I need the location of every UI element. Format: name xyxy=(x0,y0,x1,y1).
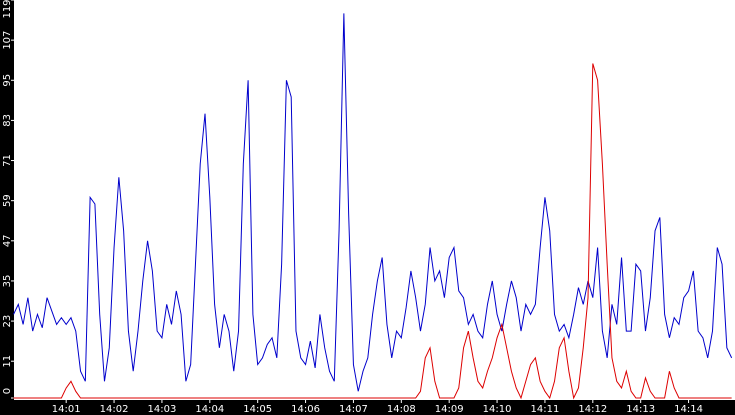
y-tick-label: 71 xyxy=(2,154,13,167)
y-tick-label: 59 xyxy=(2,194,13,207)
x-tick-label: 14:06 xyxy=(291,404,320,415)
x-tick-label: 14:05 xyxy=(243,404,272,415)
x-tick-label: 14:14 xyxy=(674,404,703,415)
x-tick-label: 14:02 xyxy=(100,404,129,415)
x-tick-label: 14:08 xyxy=(387,404,416,415)
y-tick-label: 0 xyxy=(2,388,13,394)
y-tick-label: 23 xyxy=(2,315,13,328)
x-tick-label: 14:12 xyxy=(578,404,607,415)
y-tick-label: 95 xyxy=(2,74,13,87)
y-tick-label: 119 xyxy=(2,0,13,19)
x-tick-label: 14:07 xyxy=(339,404,368,415)
y-tick-label: 83 xyxy=(2,114,13,127)
x-tick-label: 14:01 xyxy=(52,404,81,415)
x-tick-label: 14:03 xyxy=(148,404,177,415)
x-tick-label: 14:10 xyxy=(483,404,512,415)
x-tick-label: 14:04 xyxy=(195,404,224,415)
data-line xyxy=(13,63,732,400)
y-tick-label: 107 xyxy=(2,31,13,50)
x-tick-label: 14:09 xyxy=(435,404,464,415)
y-tick-label: 35 xyxy=(2,275,13,288)
data-line xyxy=(13,13,733,392)
x-tick-label: 14:13 xyxy=(626,404,655,415)
y-tick-label: 11 xyxy=(2,355,13,368)
x-axis-band xyxy=(0,400,735,415)
y-axis-band xyxy=(0,0,14,415)
y-tick-label: 47 xyxy=(2,234,13,247)
x-tick-label: 14:11 xyxy=(531,404,560,415)
